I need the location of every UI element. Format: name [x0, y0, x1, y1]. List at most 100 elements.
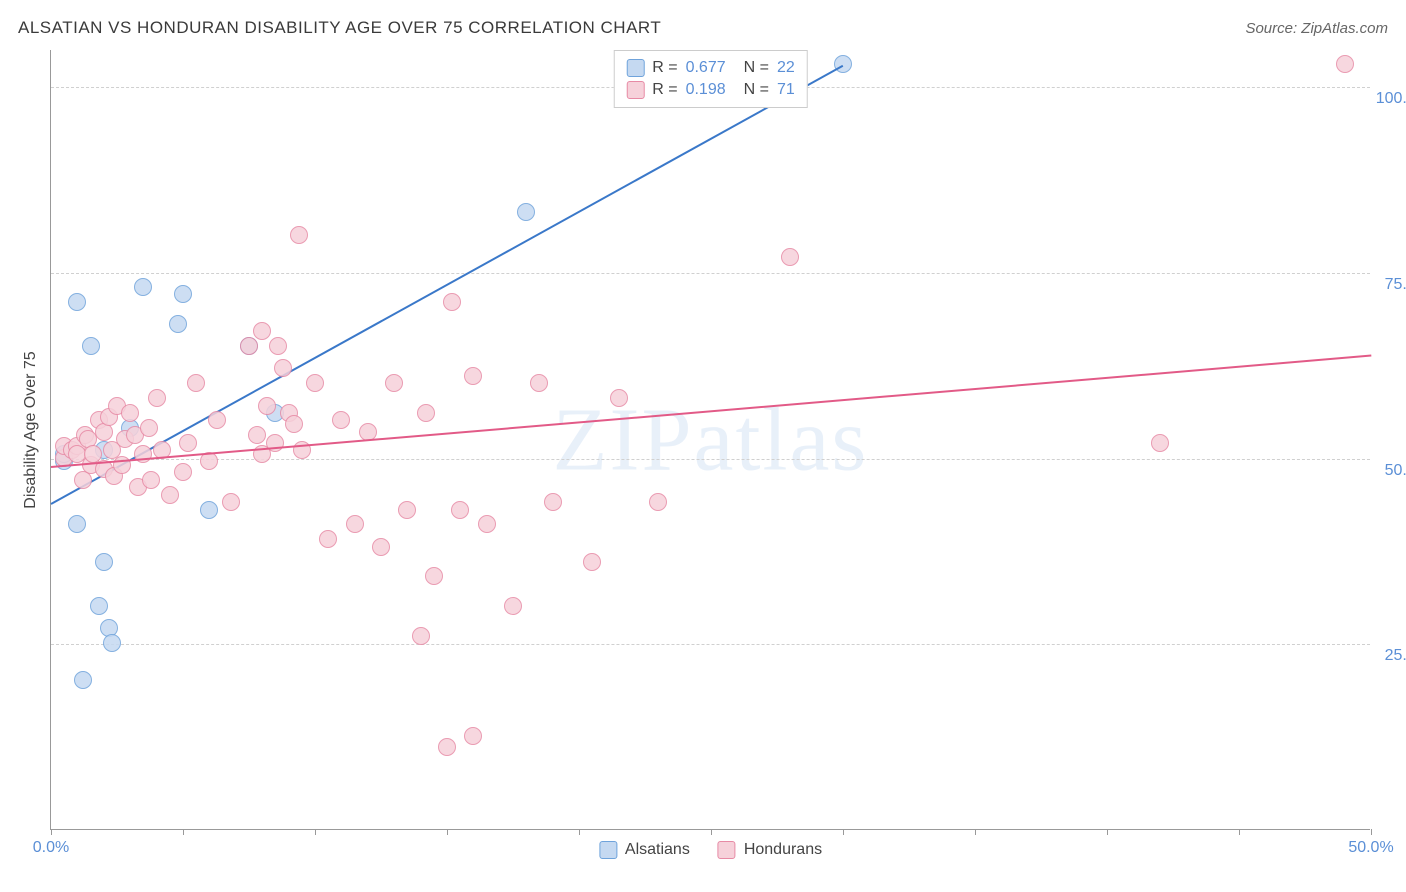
data-point	[1336, 55, 1354, 73]
y-tick-label: 25.0%	[1385, 647, 1406, 665]
data-point	[121, 404, 139, 422]
legend-swatch	[626, 81, 644, 99]
data-point	[372, 538, 390, 556]
data-point	[169, 315, 187, 333]
x-tick	[1239, 829, 1240, 835]
data-point	[269, 337, 287, 355]
y-tick-label: 50.0%	[1385, 462, 1406, 480]
x-tick-label: 0.0%	[33, 839, 69, 857]
data-point	[161, 486, 179, 504]
x-tick	[1371, 829, 1372, 835]
data-point	[103, 634, 121, 652]
data-point	[504, 597, 522, 615]
data-point	[174, 463, 192, 481]
x-tick	[183, 829, 184, 835]
x-tick	[315, 829, 316, 835]
data-point	[258, 397, 276, 415]
data-point	[134, 278, 152, 296]
data-point	[451, 501, 469, 519]
legend-swatch	[718, 841, 736, 859]
data-point	[464, 727, 482, 745]
legend-label: Hondurans	[744, 841, 822, 859]
data-point	[385, 374, 403, 392]
legend-row: R = 0.198 N = 71	[626, 79, 795, 101]
data-point	[82, 337, 100, 355]
legend-label: Alsatians	[625, 841, 690, 859]
data-point	[68, 515, 86, 533]
watermark: ZIPatlas	[553, 388, 869, 491]
legend-swatch	[599, 841, 617, 859]
y-tick-label: 100.0%	[1376, 90, 1406, 108]
gridline	[51, 459, 1370, 460]
data-point	[517, 203, 535, 221]
data-point	[649, 493, 667, 511]
data-point	[174, 285, 192, 303]
data-point	[240, 337, 258, 355]
scatter-chart: ZIPatlas R = 0.677N = 22R = 0.198N = 71 …	[50, 50, 1370, 830]
data-point	[248, 426, 266, 444]
legend-row: R = 0.677 N = 22	[626, 57, 795, 79]
legend-n-value: 71	[777, 81, 795, 99]
data-point	[290, 226, 308, 244]
x-tick	[579, 829, 580, 835]
correlation-legend: R = 0.677 N = 22 R = 0.198 N = 71	[613, 50, 808, 108]
series-legend: Alsatians Hondurans	[599, 841, 822, 859]
data-point	[464, 367, 482, 385]
trend-line	[51, 355, 1371, 468]
legend-n-value: 22	[777, 59, 795, 77]
y-axis-label: Disability Age Over 75	[22, 351, 40, 508]
data-point	[187, 374, 205, 392]
x-tick-label: 50.0%	[1348, 839, 1393, 857]
gridline	[51, 273, 1370, 274]
legend-swatch	[626, 59, 644, 77]
data-point	[274, 359, 292, 377]
legend-item: Alsatians	[599, 841, 690, 859]
x-tick	[843, 829, 844, 835]
source-label: Source: ZipAtlas.com	[1245, 20, 1388, 37]
data-point	[478, 515, 496, 533]
trend-line	[51, 65, 844, 505]
data-point	[319, 530, 337, 548]
x-tick	[975, 829, 976, 835]
legend-item: Hondurans	[718, 841, 822, 859]
data-point	[179, 434, 197, 452]
data-point	[346, 515, 364, 533]
data-point	[781, 248, 799, 266]
data-point	[285, 415, 303, 433]
data-point	[222, 493, 240, 511]
data-point	[544, 493, 562, 511]
data-point	[208, 411, 226, 429]
data-point	[142, 471, 160, 489]
data-point	[253, 322, 271, 340]
legend-r-label: R =	[652, 81, 677, 99]
data-point	[583, 553, 601, 571]
data-point	[610, 389, 628, 407]
data-point	[425, 567, 443, 585]
data-point	[332, 411, 350, 429]
data-point	[443, 293, 461, 311]
gridline	[51, 644, 1370, 645]
x-tick	[711, 829, 712, 835]
legend-r-value: 0.677	[686, 59, 726, 77]
data-point	[398, 501, 416, 519]
data-point	[90, 597, 108, 615]
data-point	[306, 374, 324, 392]
legend-n-label: N =	[744, 59, 769, 77]
data-point	[530, 374, 548, 392]
data-point	[95, 553, 113, 571]
data-point	[140, 419, 158, 437]
data-point	[200, 501, 218, 519]
data-point	[148, 389, 166, 407]
data-point	[74, 671, 92, 689]
data-point	[1151, 434, 1169, 452]
data-point	[412, 627, 430, 645]
y-tick-label: 75.0%	[1385, 276, 1406, 294]
chart-title: ALSATIAN VS HONDURAN DISABILITY AGE OVER…	[18, 18, 661, 38]
legend-r-value: 0.198	[686, 81, 726, 99]
legend-n-label: N =	[744, 81, 769, 99]
data-point	[68, 293, 86, 311]
x-tick	[447, 829, 448, 835]
x-tick	[1107, 829, 1108, 835]
x-tick	[51, 829, 52, 835]
legend-r-label: R =	[652, 59, 677, 77]
